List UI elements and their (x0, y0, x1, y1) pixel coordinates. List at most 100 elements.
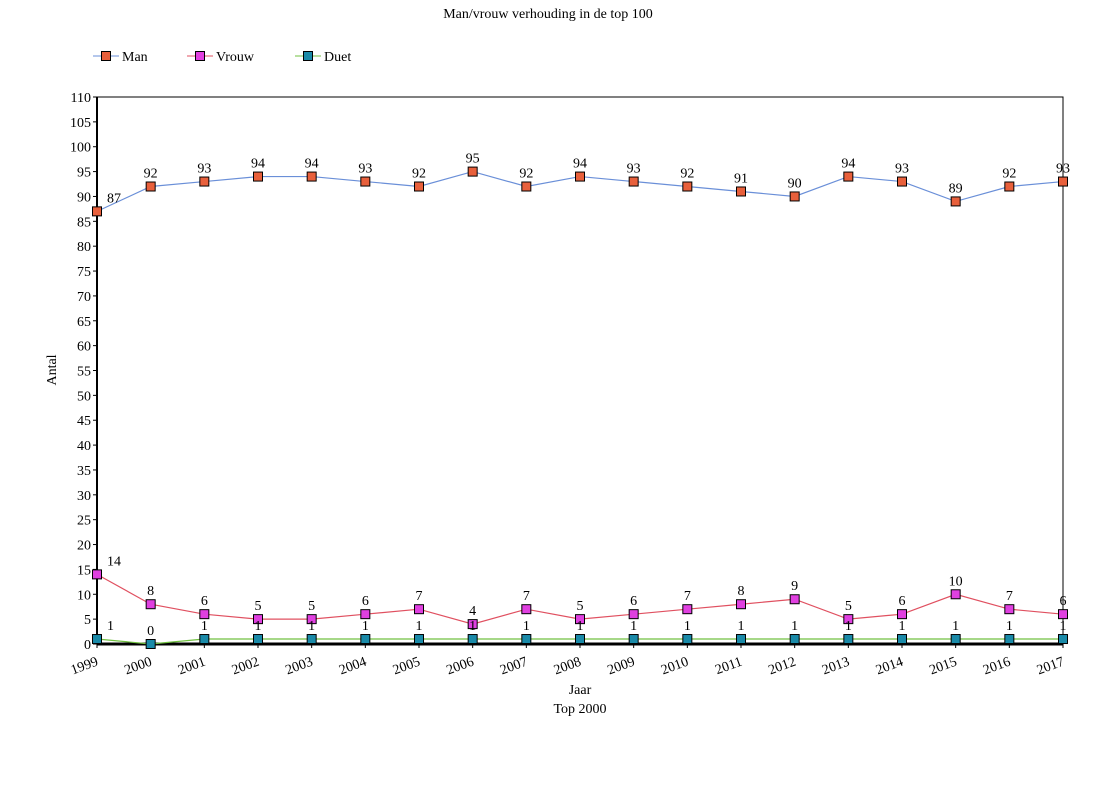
data-label-vrouw: 10 (949, 574, 963, 589)
data-point-vrouw (843, 614, 854, 625)
data-label-man: 93 (1056, 162, 1070, 177)
data-label-duet: 1 (107, 619, 114, 634)
data-label-man: 92 (519, 167, 533, 182)
data-label-man: 95 (466, 152, 480, 167)
data-label-man: 94 (573, 157, 587, 172)
data-point-duet (897, 634, 907, 645)
legend-marker-duet (303, 51, 313, 61)
data-point-vrouw (1004, 604, 1015, 615)
y-axis: 0510152025303540455055606570758085909510… (70, 91, 1064, 653)
data-point-man (253, 171, 263, 182)
data-label-duet: 1 (308, 619, 315, 634)
data-label-man: 92 (412, 167, 426, 182)
data-label-man: 92 (680, 167, 694, 182)
data-label-duet: 1 (416, 619, 423, 634)
x-tick-label: 2004 (337, 655, 368, 679)
data-label-duet: 1 (684, 619, 691, 634)
data-point-man (360, 176, 371, 187)
data-label-vrouw: 5 (255, 599, 262, 614)
data-label-duet: 1 (630, 619, 637, 634)
data-point-man (521, 181, 532, 192)
y-tick-label: 55 (77, 365, 91, 380)
data-point-vrouw (467, 619, 478, 630)
data-label-man: 91 (734, 171, 748, 186)
data-point-vrouw (199, 609, 210, 620)
x-tick-label: 2011 (713, 655, 744, 678)
data-label-vrouw: 7 (523, 589, 530, 604)
legend-marker-man (101, 51, 111, 61)
data-point-duet (1004, 634, 1015, 645)
data-point-man (1058, 176, 1068, 187)
data-label-vrouw: 6 (1060, 594, 1067, 609)
y-tick-label: 20 (77, 539, 91, 554)
data-point-man (736, 186, 746, 197)
data-label-man: 92 (144, 167, 158, 182)
data-point-vrouw (950, 589, 961, 600)
data-label-vrouw: 5 (577, 599, 584, 614)
x-tick-label: 2016 (981, 655, 1012, 679)
data-label-vrouw: 8 (738, 584, 745, 599)
y-tick-label: 75 (77, 265, 91, 280)
data-point-duet (360, 634, 371, 645)
data-point-vrouw (682, 604, 693, 615)
data-point-vrouw (628, 609, 639, 620)
x-tick-label: 2005 (391, 655, 422, 679)
y-tick-label: 100 (70, 141, 91, 156)
x-axis: 1999 2000 2001 2002 2003 2004 2005 2006 2007 2008… (69, 642, 1066, 679)
data-point-vrouw (414, 604, 424, 615)
y-tick-label: 45 (77, 414, 91, 429)
data-point-vrouw (145, 599, 156, 610)
x-tick-label: 2003 (284, 655, 315, 679)
data-point-man (682, 181, 693, 192)
x-tick-label: 2009 (606, 655, 637, 679)
data-label-vrouw: 6 (630, 594, 637, 609)
data-label-man: 93 (197, 162, 211, 177)
y-tick-label: 80 (77, 240, 91, 255)
y-tick-label: 5 (84, 613, 91, 628)
data-point-vrouw (306, 614, 317, 625)
data-label-duet: 1 (952, 619, 959, 634)
data-label-man: 93 (358, 162, 372, 177)
data-label-duet: 1 (255, 619, 262, 634)
data-label-duet: 0 (147, 624, 154, 639)
y-tick-label: 65 (77, 315, 91, 330)
y-tick-label: 10 (77, 588, 91, 603)
data-label-man: 94 (251, 157, 265, 172)
data-label-duet: 1 (362, 619, 369, 634)
x-tick-label: 2013 (820, 655, 851, 679)
data-point-duet (736, 634, 746, 645)
data-label-vrouw: 6 (362, 594, 369, 609)
data-label-vrouw: 5 (308, 599, 315, 614)
y-tick-label: 105 (70, 116, 91, 131)
y-tick-label: 50 (77, 389, 91, 404)
x-tick-label: 2001 (176, 655, 207, 679)
x-tick-label: 2010 (659, 655, 690, 679)
data-point-man (92, 206, 102, 217)
data-point-duet (199, 634, 210, 645)
data-point-man (467, 166, 478, 177)
data-point-vrouw (789, 594, 800, 605)
y-tick-label: 25 (77, 514, 91, 529)
data-point-man (1004, 181, 1015, 192)
data-label-duet: 1 (845, 619, 852, 634)
data-point-duet (789, 634, 800, 645)
y-axis-title: Antal (45, 354, 60, 385)
data-point-duet (467, 634, 478, 645)
data-label-duet: 1 (738, 619, 745, 634)
data-point-duet (1058, 634, 1068, 645)
data-point-man (145, 181, 156, 192)
y-tick-label: 90 (77, 190, 91, 205)
data-point-man (628, 176, 639, 187)
data-label-vrouw: 6 (899, 594, 906, 609)
x-tick-label: 2015 (928, 655, 959, 679)
data-point-vrouw (253, 614, 263, 625)
y-tick-label: 35 (77, 464, 91, 479)
data-label-vrouw: 4 (469, 604, 476, 619)
x-tick-label: 2002 (230, 655, 261, 679)
y-tick-label: 30 (77, 489, 91, 504)
data-point-man (575, 171, 585, 182)
data-point-duet (253, 634, 263, 645)
y-tick-label: 110 (71, 91, 91, 106)
legend-label-man: Man (122, 50, 148, 65)
